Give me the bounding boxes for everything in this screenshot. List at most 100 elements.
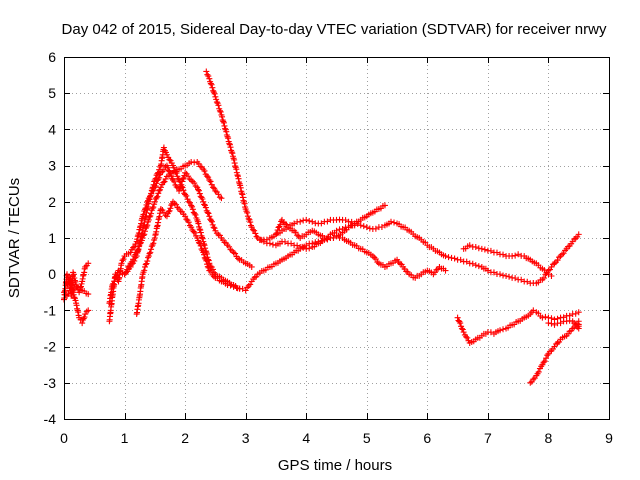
trail-point-arc-f [203, 173, 210, 180]
trail-point-arc-e [184, 196, 191, 203]
data-point-arc-e [163, 151, 170, 158]
trail-point-arc-g [148, 243, 155, 250]
x-tick-label: 0 [60, 430, 68, 446]
trail-point-arc-h [216, 107, 223, 114]
trail-point-arc-h [235, 175, 242, 182]
data-point-arc-h [309, 218, 316, 225]
trail-point-arc-g [167, 205, 174, 212]
data-point-arc-g [194, 235, 201, 241]
trail-point-arc-e [156, 166, 163, 173]
trail-point-arc-h [244, 213, 251, 220]
trail-point-arc-h [234, 172, 241, 179]
trail-point-arc-d [208, 218, 215, 225]
data-point-arc-m [545, 320, 552, 327]
trail-point-arc-f [201, 167, 208, 174]
trail-point-arc-d [226, 243, 233, 250]
trail-point-arc-e [185, 198, 192, 205]
data-point-arc-k [515, 251, 522, 258]
trail-point-arc-h [213, 96, 220, 103]
y-tick-label: -1 [44, 302, 57, 318]
data-point-arc-l [454, 314, 461, 321]
trail-point-arc-k [475, 245, 482, 252]
trail-point-arc-g [203, 257, 210, 264]
trail-point-arc-g [165, 208, 172, 215]
data-point-arc-i [442, 267, 449, 274]
data-point-arc-h [303, 216, 310, 223]
y-tick-labels: -4 -3 -2 -1 0 1 2 3 4 5 6 [44, 49, 57, 427]
trail-point-arc-d [164, 164, 171, 171]
trail-point-arc-m [543, 355, 550, 362]
trail-point-arc-h [228, 148, 235, 155]
x-tick-label: 8 [545, 430, 553, 446]
trail-point-arc-f [216, 194, 223, 201]
trail-point-arc-h [232, 163, 239, 170]
data-point-arc-h [206, 75, 213, 82]
data-point-arc-b [79, 320, 86, 327]
trail-point-arc-i [274, 227, 281, 234]
trail-point-arc-h [245, 215, 252, 222]
trail-point-arc-h [475, 263, 482, 270]
trail-point-arc-e [197, 229, 204, 236]
trail-point-arc-g [195, 239, 202, 246]
data-point-arc-j [345, 224, 352, 231]
data-point-arc-l [539, 314, 546, 321]
trail-point-arc-l [463, 333, 470, 340]
trail-point-arc-i [372, 256, 379, 263]
data-point-arc-m [551, 321, 558, 328]
trail-point-arc-f [154, 193, 161, 200]
trail-point-arc-b [81, 314, 88, 321]
trail-point-arc-d [205, 210, 212, 217]
trail-point-arc-d [204, 209, 211, 216]
data-point-arc-h [551, 260, 558, 267]
trail-point-arc-h [562, 247, 569, 254]
trail-point-arc-d [134, 236, 141, 243]
data-point-arc-g [230, 283, 237, 290]
x-tick-label: 6 [423, 430, 431, 446]
data-point-arc-f [157, 184, 164, 191]
trail-point-arc-f [208, 181, 215, 188]
trail-point-arc-h [572, 235, 579, 242]
trail-point-arc-h [217, 108, 224, 115]
trail-point-arc-h [209, 84, 216, 91]
chart-title: Day 042 of 2015, Sidereal Day-to-day VTE… [62, 21, 607, 38]
trail-point-arc-f [205, 174, 212, 181]
y-tick-label: -3 [44, 375, 57, 391]
trail-point-arc-h [391, 219, 398, 226]
trail-point-arc-h [247, 219, 254, 226]
trail-point-arc-k [487, 247, 494, 254]
data-point-arc-j [297, 244, 304, 251]
trail-point-arc-l [566, 312, 573, 319]
trail-point-arc-h [244, 209, 251, 216]
trail-point-arc-g [147, 249, 154, 256]
data-point-arc-d [118, 260, 125, 267]
data-point-arc-k [478, 245, 485, 252]
trail-point-arc-g [204, 263, 211, 270]
trail-point-arc-d [130, 244, 137, 251]
trail-point-arc-f [160, 179, 167, 186]
y-tick-label: 2 [48, 194, 56, 210]
trail-point-arc-e [157, 163, 164, 170]
trail-point-arc-b [72, 297, 79, 304]
data-point-arc-f [218, 195, 225, 202]
trail-point-arc-b [80, 315, 87, 322]
trail-point-arc-f [211, 185, 218, 192]
data-point-arc-f [145, 216, 152, 223]
x-tick-label: 5 [363, 430, 371, 446]
trail-point-arc-g [185, 219, 192, 226]
trail-point-arc-l [548, 315, 555, 322]
trail-point-arc-h [506, 273, 513, 280]
trail-point-arc-m [560, 318, 567, 325]
data-point-arc-g [236, 285, 243, 292]
data-point-arc-l [460, 329, 467, 336]
trail-point-arc-g [144, 258, 151, 265]
trail-point-arc-e [180, 187, 187, 194]
trail-point-arc-l [487, 329, 494, 336]
trail-point-arc-e [151, 178, 158, 185]
data-points [61, 68, 582, 386]
data-point-arc-e [188, 202, 195, 209]
trail-point-arc-h [318, 220, 325, 227]
trail-point-arc-h [252, 230, 259, 237]
trail-point-arc-f [123, 266, 130, 273]
trail-point-arc-h [372, 225, 379, 232]
trail-point-arc-m [544, 352, 551, 359]
